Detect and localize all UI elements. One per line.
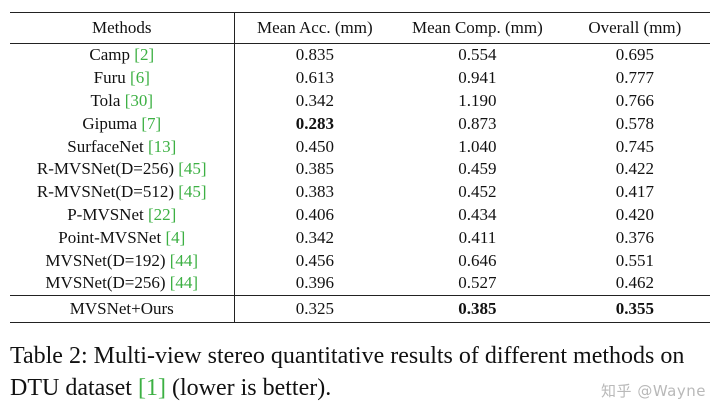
header-row: Methods Mean Acc. (mm) Mean Comp. (mm) O… (10, 12, 710, 44)
table-row: Point-MVSNet [4] 0.342 0.411 0.376 (10, 226, 710, 250)
method-cell: R-MVSNet(D=256) [45] (10, 157, 235, 181)
table-row: R-MVSNet(D=512) [45] 0.383 0.452 0.417 (10, 180, 710, 204)
method-name: R-MVSNet(D=256) (36, 159, 175, 179)
table-row: Camp [2] 0.835 0.554 0.695 (10, 43, 710, 67)
method-citation[interactable]: [2] (134, 45, 155, 65)
method-name: MVSNet(D=192) (45, 250, 166, 270)
overall-cell: 0.777 (615, 68, 654, 88)
method-cell: P-MVSNet [22] (10, 203, 235, 227)
method-cell: Furu [6] (10, 66, 235, 90)
table-row: Furu [6] 0.613 0.941 0.777 (10, 66, 710, 90)
mean-comp-cell: 0.554 (458, 45, 497, 65)
caption-text-2: (lower is better). (165, 375, 332, 401)
table-header: Methods Mean Acc. (mm) Mean Comp. (mm) O… (10, 12, 710, 44)
mean-comp-cell: 0.873 (458, 113, 497, 133)
method-citation[interactable]: [44] (169, 250, 199, 270)
mean-acc-cell: 0.325 (295, 298, 334, 318)
table-row: SurfaceNet [13] 0.450 1.040 0.745 (10, 135, 710, 158)
mean-comp-cell: 0.459 (458, 159, 497, 179)
results-table: Methods Mean Acc. (mm) Mean Comp. (mm) O… (10, 12, 710, 323)
method-name: Tola (90, 90, 121, 110)
table-body: Camp [2] 0.835 0.554 0.695 Furu [6] 0.613 0.94… (10, 43, 710, 296)
method-name: P-MVSNet (67, 204, 144, 224)
mean-acc-cell: 0.383 (295, 182, 334, 202)
method-citation[interactable]: [7] (141, 113, 162, 133)
method-citation[interactable]: [45] (178, 159, 207, 179)
table-caption: Table 2: Multi-view stereo quantitative … (10, 340, 710, 404)
method-name: SurfaceNet (67, 136, 144, 156)
header-mean-acc: Mean Acc. (mm) (257, 18, 373, 37)
method-name: Gipuma (82, 113, 138, 133)
overall-cell: 0.355 (615, 298, 654, 318)
method-citation[interactable]: [44] (169, 273, 199, 293)
method-citation[interactable]: [4] (165, 227, 186, 247)
method-name: MVSNet+Ours (69, 298, 174, 318)
method-cell: Gipuma [7] (10, 112, 235, 136)
table-row: MVSNet(D=192) [44] 0.456 0.646 0.551 (10, 249, 710, 272)
mean-comp-cell: 0.411 (458, 227, 497, 247)
mean-comp-cell: 0.434 (458, 204, 497, 224)
overall-cell: 0.578 (615, 113, 654, 133)
method-cell: Camp [2] (10, 43, 235, 67)
mean-comp-cell: 1.040 (458, 136, 497, 156)
table-row: P-MVSNet [22] 0.406 0.434 0.420 (10, 203, 710, 227)
overall-cell: 0.766 (615, 90, 654, 110)
method-cell: R-MVSNet(D=512) [45] (10, 180, 235, 204)
table-row: Tola [30] 0.342 1.190 0.766 (10, 89, 710, 113)
mean-acc-cell: 0.342 (295, 90, 334, 110)
overall-cell: 0.417 (615, 182, 654, 202)
caption-text-1: Table 2: Multi-view stereo quantitative … (10, 343, 685, 401)
mean-acc-cell: 0.342 (295, 227, 334, 247)
method-name: R-MVSNet(D=512) (36, 182, 175, 202)
method-citation[interactable]: [6] (130, 68, 150, 88)
table-row: MVSNet(D=256) [44] 0.396 0.527 0.462 (10, 271, 710, 296)
header-methods: Methods (10, 12, 235, 44)
header-mean-comp: Mean Comp. (mm) (411, 18, 543, 37)
method-cell: Tola [30] (10, 89, 235, 113)
overall-cell: 0.420 (615, 204, 654, 224)
overall-cell: 0.422 (615, 159, 654, 179)
method-name: Point-MVSNet (58, 227, 162, 247)
method-cell: SurfaceNet [13] (10, 135, 235, 158)
overall-cell: 0.551 (615, 250, 654, 270)
mean-acc-cell: 0.450 (295, 136, 334, 156)
mean-comp-cell: 0.527 (458, 273, 497, 293)
mean-comp-cell: 0.385 (458, 298, 497, 318)
mean-acc-cell: 0.396 (295, 273, 334, 293)
method-citation[interactable]: [30] (124, 90, 154, 110)
method-citation[interactable]: [45] (178, 182, 207, 202)
table-row-final: MVSNet+Ours 0.325 0.385 0.355 (10, 295, 710, 323)
mean-acc-cell: 0.283 (295, 113, 334, 133)
header-overall: Overall (mm) (588, 18, 682, 37)
mean-acc-cell: 0.406 (295, 204, 334, 224)
method-cell: MVSNet+Ours (10, 295, 235, 323)
caption-citation[interactable]: [1] (137, 375, 166, 401)
table-final-section: MVSNet+Ours 0.325 0.385 0.355 (10, 295, 710, 323)
mean-comp-cell: 1.190 (458, 90, 497, 110)
method-cell: Point-MVSNet [4] (10, 226, 235, 250)
method-name: Furu (93, 68, 126, 88)
table-row: Gipuma [7] 0.283 0.873 0.578 (10, 112, 710, 136)
overall-cell: 0.745 (615, 136, 654, 156)
mean-acc-cell: 0.456 (295, 250, 334, 270)
mean-acc-cell: 0.385 (295, 159, 334, 179)
table-row: R-MVSNet(D=256) [45] 0.385 0.459 0.422 (10, 157, 710, 181)
method-name: Camp (89, 45, 131, 65)
mean-acc-cell: 0.835 (295, 45, 334, 65)
overall-cell: 0.695 (615, 45, 654, 65)
watermark: 知乎 @Wayne (601, 382, 706, 400)
overall-cell: 0.376 (615, 227, 654, 247)
method-citation[interactable]: [22] (147, 204, 177, 224)
method-cell: MVSNet(D=256) [44] (10, 271, 235, 296)
overall-cell: 0.462 (615, 273, 654, 293)
method-cell: MVSNet(D=192) [44] (10, 249, 235, 272)
mean-acc-cell: 0.613 (295, 68, 334, 88)
mean-comp-cell: 0.646 (458, 250, 497, 270)
method-citation[interactable]: [13] (147, 136, 177, 156)
mean-comp-cell: 0.941 (458, 68, 497, 88)
mean-comp-cell: 0.452 (458, 182, 497, 202)
method-name: MVSNet(D=256) (45, 273, 166, 293)
